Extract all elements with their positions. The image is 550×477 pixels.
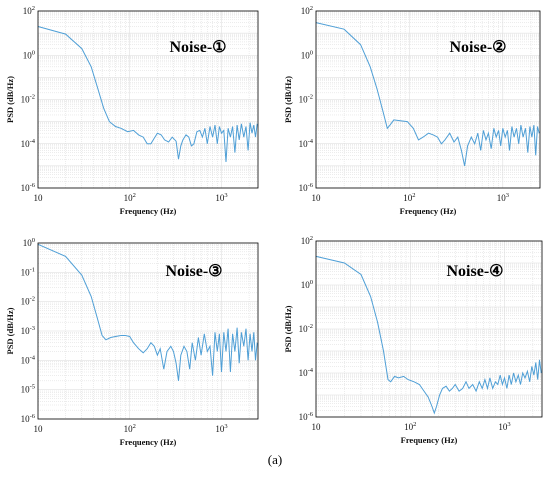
psd-series-line [37,243,258,381]
y-tick-label: 100 [23,237,35,248]
grid-lines [37,11,258,189]
x-axis-label: Frequency (Hz) [120,437,177,447]
y-axis-label: PSD (dB/Hz) [5,76,15,123]
noise-title: Noise-③ [166,263,223,280]
y-axis-label: PSD (dB/Hz) [283,305,293,352]
grid-lines [315,241,542,418]
x-tick-label: 103 [215,423,227,434]
axes-frame [315,10,541,189]
psd-series-line [315,22,540,167]
y-tick-label: 10-5 [21,384,35,395]
y-tick-label: 10-6 [299,182,314,193]
x-tick-label: 102 [124,192,136,203]
y-tick-label: 10-2 [299,323,313,334]
y-tick-label: 10-2 [21,94,35,105]
y-tick-label: 10-1 [21,266,35,277]
psd-series-line [315,255,542,415]
y-tick-label: 10-4 [21,354,36,365]
y-tick-label: 102 [301,235,313,246]
x-tick-label: 102 [403,192,415,203]
y-tick-label: 100 [301,279,313,290]
y-tick-label: 10-6 [21,182,36,193]
x-tick-label: 10 [34,424,44,434]
y-tick-label: 10-2 [21,296,35,307]
y-tick-label: 102 [23,5,35,16]
x-tick-label: 10 [312,193,322,203]
x-tick-label: 10 [312,422,322,432]
y-axis-label: PSD (dB/Hz) [283,76,293,123]
psd-chart-4: 10 102 103 10-6 10-4 10-2 100 102 Frequency (Hz)… [283,235,543,445]
noise-title: Noise-④ [447,263,504,280]
noise-title: Noise-② [450,39,507,56]
x-tick-label: 103 [215,192,227,203]
x-axis-label: Frequency (Hz) [120,206,177,216]
axes-frame [37,242,259,420]
x-tick-label: 103 [497,192,509,203]
x-tick-label: 102 [404,421,416,432]
grid-lines [37,243,258,420]
y-axis-label: PSD (dB/Hz) [5,307,15,354]
y-tick-label: 10-4 [299,138,314,149]
axes-frame [37,10,259,189]
x-tick-label: 102 [124,423,136,434]
y-tick-label: 10-4 [299,367,314,378]
y-tick-label: 10-6 [21,413,36,424]
figure-caption: (a) [267,452,283,467]
x-tick-label: 10 [34,193,44,203]
y-tick-label: 10-3 [21,325,35,336]
y-tick-label: 102 [301,5,313,16]
noise-title: Noise-① [170,39,227,56]
y-tick-label: 100 [301,49,313,60]
x-axis-label: Frequency (Hz) [401,435,458,445]
y-tick-label: 10-4 [21,138,36,149]
x-axis-label: Frequency (Hz) [400,206,457,216]
axes-frame [315,240,543,418]
y-tick-label: 10-6 [299,411,314,422]
grid-lines [315,11,540,189]
psd-series-line [37,26,258,163]
psd-chart-1: 10 102 103 10-6 10-4 10-2 100 102 Frequency (Hz)… [5,5,259,216]
x-tick-label: 103 [498,421,510,432]
y-tick-label: 10-2 [299,94,313,105]
psd-chart-2: 10 102 103 10-6 10-4 10-2 100 102 Frequency (Hz)… [283,5,541,216]
y-tick-label: 100 [23,49,35,60]
psd-chart-3: 10 102 103 10-6 10-5 10-4 10-3 10-2 10-1 100 Frequ… [5,237,259,447]
